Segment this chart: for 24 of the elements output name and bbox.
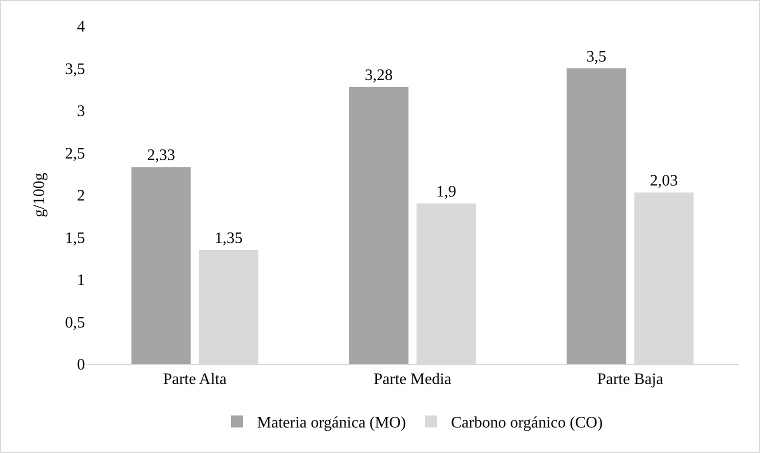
y-tick-label: 1,5: [65, 230, 85, 247]
x-tick-label: Parte Alta: [163, 371, 227, 388]
bar: [566, 68, 626, 364]
y-tick-label: 2: [77, 188, 85, 205]
x-tick-label: Parte Media: [374, 371, 452, 388]
legend-label: Carbono orgánico (CO): [450, 414, 603, 432]
bar: [349, 86, 408, 364]
data-label: 1,9: [436, 183, 456, 200]
data-label: 3,5: [586, 48, 606, 66]
data-label: 3,28: [364, 66, 393, 84]
y-tick-label: 0: [77, 356, 85, 374]
data-label: 2,03: [650, 172, 678, 190]
data-label: 1,35: [214, 230, 243, 247]
y-tick-label: 0,5: [65, 314, 85, 332]
y-tick-label: 3,5: [65, 60, 85, 78]
data-label: 2,33: [147, 147, 176, 164]
y-tick-label: 1: [77, 272, 85, 290]
y-tick-label: 2,5: [65, 145, 85, 162]
y-tick-label: 3: [77, 103, 85, 120]
bar: [131, 167, 191, 364]
y-tick-label: 4: [77, 18, 85, 36]
y-axis-title: g/100g: [31, 172, 48, 218]
x-tick-label: Parte Baja: [597, 371, 664, 388]
legend-label: Materia orgánica (MO): [257, 414, 406, 432]
